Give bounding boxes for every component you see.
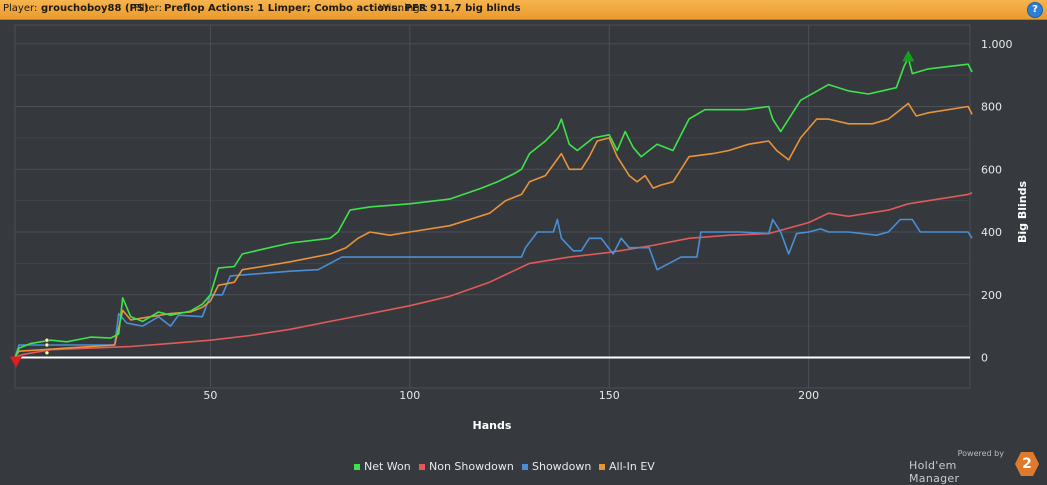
legend-item-all-in-ev[interactable]: All-In EV	[599, 460, 655, 473]
y-tick-label: 200	[981, 289, 1002, 302]
start-dot	[44, 350, 50, 356]
powered-by-text: Powered by	[957, 449, 1004, 458]
extreme-markers	[10, 50, 915, 368]
series-lines	[14, 57, 973, 359]
y-tick-label: 800	[981, 101, 1002, 114]
y-tick-label: 0	[981, 352, 988, 365]
winnings-value: 911,7 big blinds	[430, 3, 521, 14]
legend-swatch	[522, 464, 528, 470]
x-tick-label: 150	[599, 389, 620, 402]
legend-label: Net Won	[364, 460, 411, 473]
legend-swatch	[354, 464, 360, 470]
series-line-all-in-ev	[14, 102, 973, 358]
start-dot	[44, 337, 50, 343]
player-label: Player:	[3, 3, 38, 14]
legend-label: All-In EV	[609, 460, 655, 473]
help-icon[interactable]: ?	[1027, 2, 1043, 18]
y-axis-title: Big Blinds	[1016, 181, 1029, 243]
legend-label: Non Showdown	[429, 460, 514, 473]
x-tick-label: 50	[203, 389, 217, 402]
max-marker-icon	[902, 50, 915, 62]
player-value: grouchoboy88 (PS)	[41, 3, 149, 14]
x-tick-label: 100	[399, 389, 420, 402]
legend-label: Showdown	[532, 460, 592, 473]
start-dot	[44, 342, 50, 348]
x-axis-title: Hands	[473, 419, 512, 432]
series-line-net-won	[14, 57, 973, 358]
legend-swatch	[419, 464, 425, 470]
legend-item-non-showdown[interactable]: Non Showdown	[419, 460, 514, 473]
filter-value: Preflop Actions: 1 Limper; Combo actions…	[164, 3, 427, 14]
filter-label: Filter:	[134, 3, 162, 14]
x-axis-ticks: 50 100 150 200	[203, 389, 819, 402]
y-tick-label: 400	[981, 226, 1002, 239]
grid-lines	[14, 24, 971, 389]
plot-area	[14, 24, 971, 389]
y-axis-ticks: 1.000 800 600 400 200 0	[981, 38, 1013, 365]
legend-item-net-won[interactable]: Net Won	[354, 460, 411, 473]
branding: Powered by Hold'em Manager 2	[909, 449, 1039, 485]
legend-item-showdown[interactable]: Showdown	[522, 460, 591, 473]
series-line-showdown	[14, 218, 973, 358]
x-tick-label: 200	[798, 389, 819, 402]
header-bar: Player: grouchoboy88 (PS) Filter: Preflo…	[0, 0, 1047, 20]
hm2-logo-icon: 2	[1015, 452, 1039, 476]
series-line-non-showdown	[14, 192, 973, 359]
y-tick-label: 1.000	[981, 38, 1013, 51]
winnings-label: Winnings:	[379, 3, 429, 14]
product-name: Hold'em Manager	[909, 459, 960, 485]
legend-swatch	[599, 464, 605, 470]
y-tick-label: 600	[981, 163, 1002, 176]
min-marker-icon	[10, 356, 22, 368]
